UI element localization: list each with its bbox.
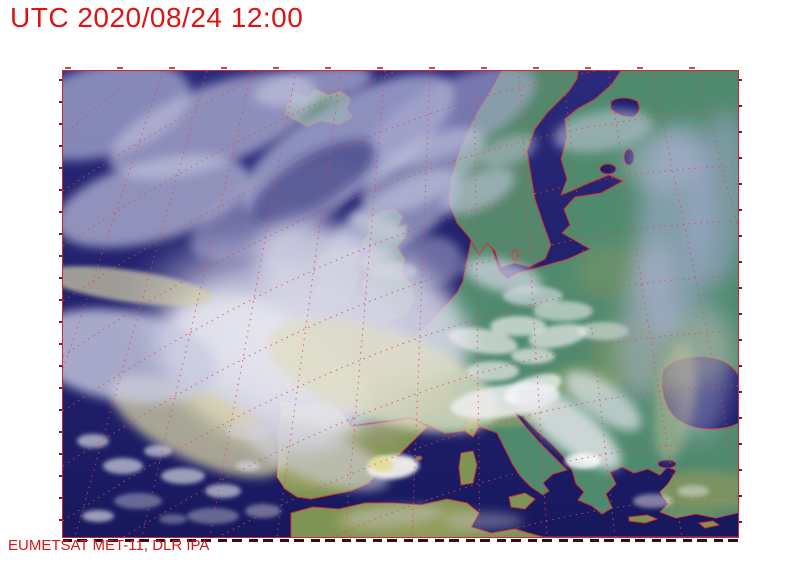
satellite-image-frame — [59, 67, 742, 542]
land-layer — [276, 71, 738, 537]
satellite-image — [63, 71, 738, 537]
graticule-overlay — [63, 71, 738, 537]
frame-tick-marks-left — [59, 79, 62, 531]
crete — [628, 514, 658, 524]
gotland — [511, 249, 519, 261]
frame-tick-marks-top — [65, 67, 736, 69]
timestamp-title: UTC 2020/08/24 12:00 — [10, 2, 304, 33]
balearic-island — [415, 455, 423, 461]
sea-of-marmara — [657, 459, 677, 469]
sicily — [508, 492, 536, 510]
cloud-layer — [63, 71, 709, 530]
lake-ladoga — [599, 163, 617, 175]
frame-tick-marks-right — [739, 79, 742, 531]
haze-layer — [618, 111, 738, 461]
cyprus — [698, 520, 720, 529]
credit-caption: EUMETSAT MET-11, DLR IPA — [8, 537, 210, 554]
sardinia — [458, 450, 478, 486]
